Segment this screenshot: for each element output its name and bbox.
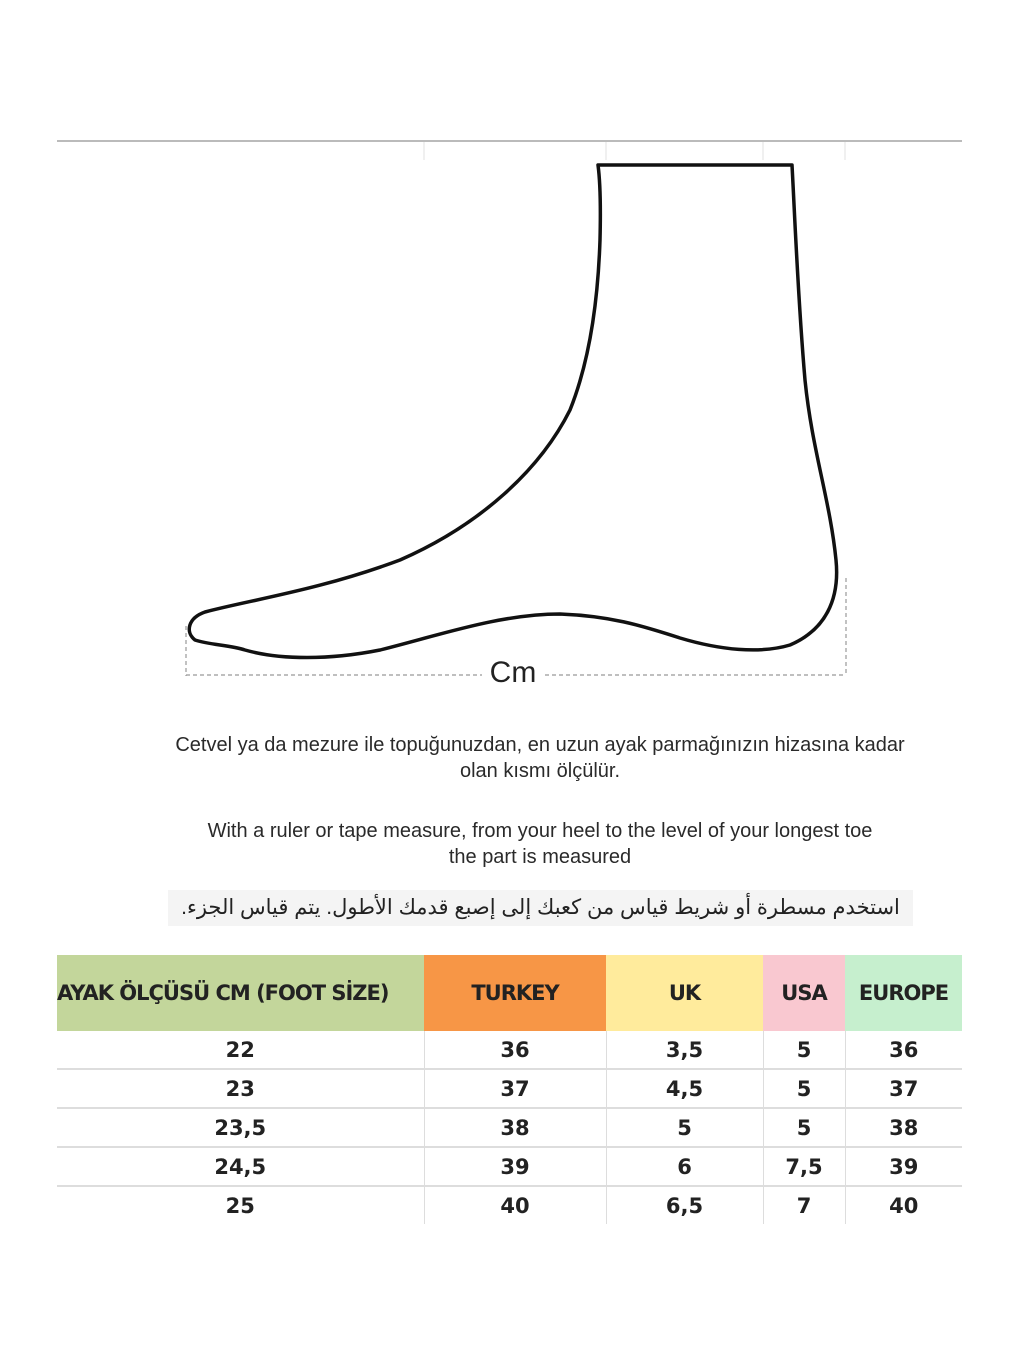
measure-line	[185, 578, 847, 676]
grid-lines	[423, 142, 846, 160]
arabic-instruction: استخدم مسطرة أو شريط قياس من كعبك إلى إص…	[168, 890, 913, 926]
header-usa: USA	[763, 955, 845, 1031]
table-cell: 7	[762, 1186, 845, 1224]
english-line-2: the part is measured	[448, 846, 632, 868]
table-cell: 25	[225, 1193, 255, 1218]
turkish-line-2: olan kısmı ölçülür.	[459, 760, 621, 782]
table-cell: 37	[844, 1069, 962, 1109]
table-cell: 4,5	[605, 1069, 763, 1109]
table-cell: 22	[57, 1031, 424, 1070]
foot-diagram	[57, 140, 962, 676]
table-cell: 23,5	[57, 1108, 424, 1148]
table-row: 22 36 3,5 5 36	[57, 1031, 962, 1070]
table-row: 23,5 38 5 5 38	[57, 1108, 962, 1148]
table-cell: 23	[57, 1069, 424, 1109]
table-cell: 5	[762, 1031, 845, 1070]
table-cell: 38	[844, 1108, 962, 1148]
table-cell: 6	[605, 1147, 763, 1187]
table-cell: 6,5	[605, 1186, 763, 1224]
table-cell: 36	[844, 1031, 962, 1070]
measure-label: Cm	[489, 656, 537, 689]
table-header: AYAK ÖLÇÜSÜ CM (FOOT SİZE) TURKEY UK USA…	[57, 955, 962, 1031]
table-cell: 5	[605, 1108, 763, 1148]
table-row: 24,5 39 6 7,5 39	[57, 1147, 962, 1187]
table-cell: 40	[423, 1186, 606, 1224]
table-row: 23 37 4,5 5 37	[57, 1069, 962, 1109]
table-cell: 5	[762, 1108, 845, 1148]
table-cell: 39	[844, 1147, 962, 1187]
header-uk: UK	[606, 955, 763, 1031]
size-table: AYAK ÖLÇÜSÜ CM (FOOT SİZE) TURKEY UK USA…	[57, 955, 962, 1224]
table-cell: 40	[844, 1186, 962, 1224]
table-cell: 38	[423, 1108, 606, 1148]
table-cell: 7,5	[762, 1147, 845, 1187]
turkish-line-1: Cetvel ya da mezure ile topuğunuzdan, en…	[175, 734, 905, 756]
english-line-1: With a ruler or tape measure, from your …	[207, 820, 873, 842]
table-row: 25 40 6,5 7 40	[57, 1186, 962, 1224]
table-cell: 24,5	[57, 1147, 424, 1187]
header-turkey: TURKEY	[424, 955, 606, 1031]
table-cell: 37	[423, 1069, 606, 1109]
table-cell: 3,5	[605, 1031, 763, 1070]
foot-outline	[187, 163, 839, 660]
header-europe: EUROPE	[845, 955, 962, 1031]
header-foot-size: AYAK ÖLÇÜSÜ CM (FOOT SİZE)	[57, 955, 424, 1031]
table-cell: 36	[423, 1031, 606, 1070]
table-cell: 39	[423, 1147, 606, 1187]
table-cell: 5	[762, 1069, 845, 1109]
